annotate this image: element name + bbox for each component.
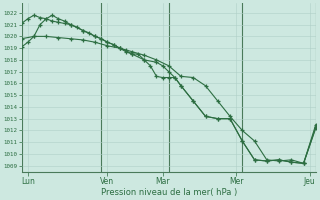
X-axis label: Pression niveau de la mer( hPa ): Pression niveau de la mer( hPa ) [100,188,237,197]
